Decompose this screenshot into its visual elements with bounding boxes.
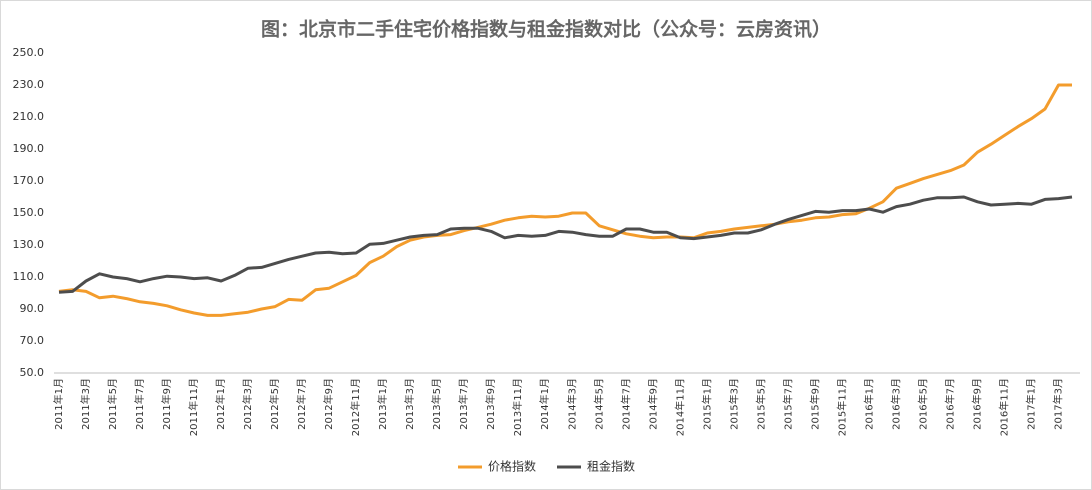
- x-tick-label: 2013年9月: [484, 378, 497, 430]
- x-tick-label: 2011年11月: [187, 378, 200, 436]
- y-tick-label: 130.0: [13, 238, 45, 251]
- chart-title: 图：北京市二手住宅价格指数与租金指数对比（公众号：云房资讯）: [261, 18, 831, 41]
- y-tick-label: 70.0: [20, 334, 45, 347]
- x-tick-label: 2013年3月: [403, 378, 416, 430]
- x-tick-label: 2016年5月: [916, 378, 929, 430]
- legend-label: 价格指数: [488, 459, 536, 474]
- x-tick-label: 2013年11月: [511, 378, 524, 436]
- series-line: [58, 195, 1073, 294]
- x-tick-label: 2015年1月: [700, 378, 713, 430]
- series-line: [58, 83, 1072, 317]
- x-tick-label: 2016年7月: [943, 378, 956, 430]
- x-tick-label: 2013年7月: [457, 378, 470, 430]
- y-tick-label: 210.0: [13, 110, 45, 123]
- x-tick-label: 2014年5月: [592, 378, 605, 430]
- y-tick-label: 170.0: [13, 174, 45, 187]
- x-tick-label: 2014年11月: [673, 378, 686, 436]
- x-tick-label: 2012年11月: [349, 378, 362, 436]
- legend-label: 租金指数: [587, 459, 635, 474]
- y-tick-label: 190.0: [13, 142, 45, 155]
- x-tick-label: 2014年1月: [538, 378, 551, 430]
- x-tick-label: 2011年3月: [79, 378, 92, 430]
- x-tick-label: 2013年1月: [376, 378, 389, 430]
- y-tick-label: 110.0: [13, 270, 45, 283]
- x-tick-label: 2012年3月: [241, 378, 254, 430]
- x-tick-label: 2011年9月: [160, 378, 173, 430]
- x-tick-label: 2016年3月: [889, 378, 902, 430]
- y-tick-label: 250.0: [13, 46, 45, 59]
- x-tick-label: 2017年3月: [1051, 378, 1064, 430]
- x-tick-label: 2015年11月: [835, 378, 848, 436]
- x-tick-label: 2014年9月: [646, 378, 659, 430]
- x-tick-label: 2017年1月: [1024, 378, 1037, 430]
- y-tick-label: 150.0: [13, 206, 45, 219]
- y-tick-label: 90.0: [20, 302, 45, 315]
- x-tick-label: 2012年7月: [295, 378, 308, 430]
- x-tick-label: 2011年7月: [133, 378, 146, 430]
- x-tick-label: 2016年1月: [862, 378, 875, 430]
- x-tick-label: 2014年7月: [619, 378, 632, 430]
- x-tick-label: 2013年5月: [430, 378, 443, 430]
- y-tick-label: 230.0: [13, 78, 45, 91]
- x-tick-label: 2012年5月: [268, 378, 281, 430]
- x-tick-label: 2014年3月: [565, 378, 578, 430]
- x-tick-label: 2016年9月: [970, 378, 983, 430]
- x-tick-label: 2011年5月: [106, 378, 119, 430]
- x-tick-label: 2015年7月: [781, 378, 794, 430]
- x-tick-label: 2015年5月: [754, 378, 767, 430]
- x-tick-label: 2012年9月: [322, 378, 335, 430]
- x-tick-label: 2016年11月: [997, 378, 1010, 436]
- x-tick-label: 2015年9月: [808, 378, 821, 430]
- x-tick-label: 2015年3月: [727, 378, 740, 430]
- y-tick-label: 50.0: [20, 366, 45, 379]
- x-tick-label: 2011年1月: [52, 378, 65, 430]
- x-tick-label: 2012年1月: [214, 378, 227, 430]
